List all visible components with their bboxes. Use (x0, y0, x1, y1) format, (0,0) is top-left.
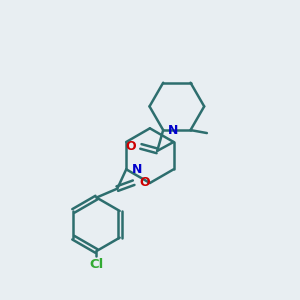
Text: N: N (168, 124, 178, 136)
Text: N: N (132, 163, 142, 176)
Text: O: O (139, 176, 150, 189)
Text: O: O (125, 140, 136, 153)
Text: Cl: Cl (89, 258, 103, 271)
